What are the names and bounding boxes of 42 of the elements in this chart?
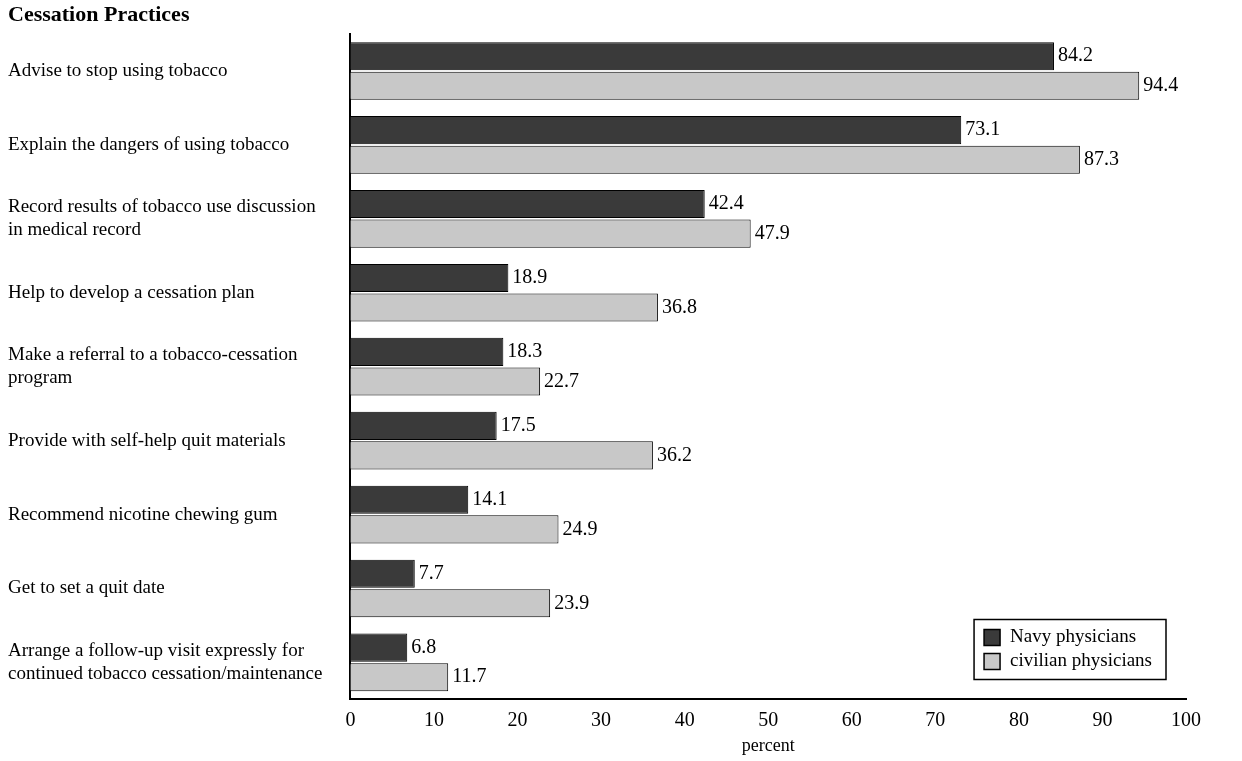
data-label: 6.8 — [411, 634, 437, 657]
data-label: 18.3 — [507, 339, 543, 362]
legend-label: civilian physicians — [1010, 649, 1153, 671]
data-label: 87.3 — [1083, 146, 1119, 169]
x-tick-label: 80 — [1008, 707, 1029, 730]
y-tick-label: Advise to stop using tobacco — [8, 58, 228, 80]
data-label: 17.5 — [500, 413, 536, 436]
x-tick-label: 100 — [1171, 707, 1201, 730]
legend-label: Navy physicians — [1010, 625, 1137, 647]
data-label: 18.9 — [512, 265, 548, 288]
data-label: 47.9 — [754, 220, 790, 243]
data-label: 36.2 — [656, 442, 692, 465]
data-label: 42.4 — [708, 191, 744, 214]
data-label: 11.7 — [452, 664, 487, 687]
y-tick-label: Arrange a follow-up visit expressly for continued tobacco cessation/maintenance — [8, 639, 323, 683]
data-label: 14.1 — [472, 487, 508, 510]
data-label: 23.9 — [554, 590, 590, 613]
x-tick-label: 50 — [758, 707, 779, 730]
data-label: 24.9 — [562, 516, 598, 539]
data-label: 7.7 — [418, 560, 444, 583]
data-label: 73.1 — [965, 117, 1001, 140]
x-tick-label: 70 — [925, 707, 946, 730]
data-label: 94.4 — [1143, 73, 1179, 95]
y-tick-label: Explain the dangers of using tobacco — [8, 132, 290, 154]
data-label: 22.7 — [544, 368, 580, 391]
x-tick-label: 20 — [507, 707, 528, 730]
x-tick-label: 10 — [423, 707, 444, 730]
x-tick-label: 40 — [674, 707, 695, 730]
x-tick-label: 30 — [591, 707, 612, 730]
y-tick-label: Help to develop a cessation plan — [8, 280, 255, 302]
y-tick-label: Recommend nicotine chewing gum — [8, 502, 278, 524]
x-tick-label: 60 — [841, 707, 862, 730]
y-tick-label: Make a referral to a tobacco-cessation program — [8, 343, 299, 388]
x-tick-label: 90 — [1092, 707, 1113, 730]
data-label: 36.8 — [661, 294, 697, 317]
y-tick-label: Record results of tobacco use discussion in medical record — [8, 195, 317, 240]
text: Cessation Practices — [8, 0, 190, 26]
x-tick-label: 0 — [345, 707, 356, 730]
x-axis-title: percent — [741, 734, 795, 755]
data-label: 84.2 — [1057, 43, 1093, 66]
y-tick-label: Provide with self-help quit materials — [8, 428, 286, 450]
y-tick-label: Get to set a quit date — [8, 576, 165, 598]
